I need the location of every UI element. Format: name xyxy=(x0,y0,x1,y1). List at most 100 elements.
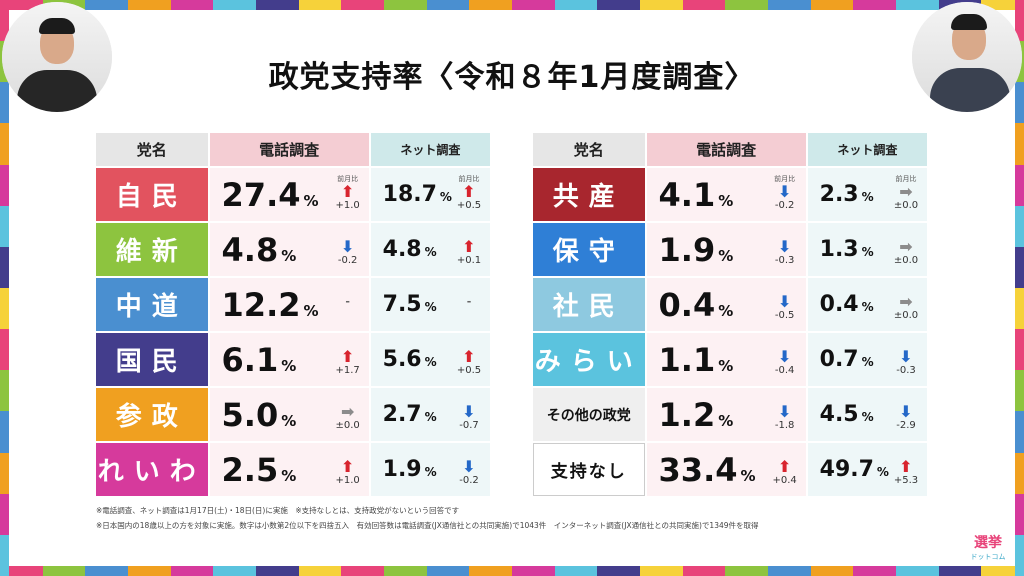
net-value: 4.5% xyxy=(819,402,874,427)
bottom-color-stripe xyxy=(0,566,1024,576)
change-arrow-icon: ⬆ xyxy=(462,347,476,366)
phone-value: 1.9% xyxy=(658,231,734,269)
change-arrow-icon: ⬆ xyxy=(777,457,792,476)
party-row: れいわ 2.5% ⬆ +1.0 1.9% ⬇ -0.2 xyxy=(96,443,490,496)
phone-change: ⬆ +1.0 xyxy=(333,449,363,486)
phone-change: ‐ xyxy=(333,284,363,310)
channel-logo: 選挙 ドットコム xyxy=(968,532,1008,562)
net-value: 7.5% xyxy=(382,292,437,317)
phone-cell: 6.1% ⬆ +1.7 xyxy=(209,333,369,386)
phone-change: ⬆ +0.4 xyxy=(770,449,800,486)
phone-change: ➡ ±0.0 xyxy=(333,394,363,431)
change-arrow-icon: ➡ xyxy=(899,237,913,256)
party-name: みらい xyxy=(533,333,645,386)
footnote-2: ※日本国内の18歳以上の方を対象に実施。数字は小数第2位以下を四捨五入 有効回答… xyxy=(96,521,759,530)
net-cell: 18.7% 前月比 ⬆ +0.5 xyxy=(370,168,490,221)
change-arrow-icon: ‐ xyxy=(466,295,472,308)
phone-cell: 27.4% 前月比 ⬆ +1.0 xyxy=(209,168,369,221)
net-value: 2.3% xyxy=(819,182,874,207)
change-label: 前月比 xyxy=(337,175,359,183)
phone-cell: 33.4% ⬆ +0.4 xyxy=(646,443,806,496)
top-color-stripe xyxy=(0,0,1024,10)
net-cell: 4.5% ⬇ -2.9 xyxy=(807,388,927,441)
change-label: 前月比 xyxy=(458,175,480,183)
party-name: その他の政党 xyxy=(533,388,645,441)
net-change: ⬇ -0.3 xyxy=(891,339,921,376)
net-value: 18.7% xyxy=(382,182,452,207)
party-row: 中道 12.2% ‐ 7.5% ‐ xyxy=(96,278,490,331)
party-row: 社民 0.4% ⬇ -0.5 0.4% ➡ ±0.0 xyxy=(533,278,927,331)
net-cell: 5.6% ⬆ +0.5 xyxy=(370,333,490,386)
net-change: ⬆ +0.1 xyxy=(454,229,484,266)
phone-cell: 12.2% ‐ xyxy=(209,278,369,331)
phone-value: 4.1% xyxy=(658,176,734,214)
phone-cell: 5.0% ➡ ±0.0 xyxy=(209,388,369,441)
net-change: ⬆ +5.3 xyxy=(891,449,921,486)
phone-cell: 4.1% 前月比 ⬇ -0.2 xyxy=(646,168,806,221)
net-value: 1.9% xyxy=(382,457,437,482)
net-value: 1.3% xyxy=(819,237,874,262)
presenter-left-video xyxy=(2,2,112,112)
header-party: 党名 xyxy=(533,133,645,166)
party-name: 参政 xyxy=(96,388,208,441)
party-name: 社民 xyxy=(533,278,645,331)
phone-value: 33.4% xyxy=(658,451,756,489)
party-name: 自民 xyxy=(96,168,208,221)
net-change: 前月比 ➡ ±0.0 xyxy=(891,174,921,211)
net-cell: 0.4% ➡ ±0.0 xyxy=(807,278,927,331)
change-label: 前月比 xyxy=(895,175,917,183)
party-row: 維新 4.8% ⬇ -0.2 4.8% ⬆ +0.1 xyxy=(96,223,490,276)
net-cell: 1.9% ⬇ -0.2 xyxy=(370,443,490,496)
change-arrow-icon: ⬇ xyxy=(462,457,476,476)
net-change: ‐ xyxy=(454,284,484,310)
net-cell: 2.7% ⬇ -0.7 xyxy=(370,388,490,441)
net-value: 4.8% xyxy=(382,237,437,262)
logo-line-2: ドットコム xyxy=(970,553,1006,561)
phone-cell: 4.8% ⬇ -0.2 xyxy=(209,223,369,276)
net-change: ⬇ -0.2 xyxy=(454,449,484,486)
net-change: ⬆ +0.5 xyxy=(454,339,484,376)
net-value: 5.6% xyxy=(382,347,437,372)
net-change: ➡ ±0.0 xyxy=(891,284,921,321)
net-cell: 49.7% ⬆ +5.3 xyxy=(807,443,927,496)
header-net: ネット調査 xyxy=(807,133,927,166)
net-value: 2.7% xyxy=(382,402,437,427)
change-arrow-icon: ⬆ xyxy=(462,182,476,201)
phone-cell: 1.9% ⬇ -0.3 xyxy=(646,223,806,276)
party-name: 支持なし xyxy=(533,443,645,496)
phone-value: 5.0% xyxy=(221,396,297,434)
logo-line-1: 選挙 xyxy=(974,535,1002,551)
phone-change: ⬇ -0.3 xyxy=(770,229,800,266)
change-arrow-icon: ⬆ xyxy=(899,457,913,476)
change-arrow-icon: ⬇ xyxy=(462,402,476,421)
change-label: 前月比 xyxy=(774,175,796,183)
net-cell: 7.5% ‐ xyxy=(370,278,490,331)
party-row: その他の政党 1.2% ⬇ -1.8 4.5% ⬇ -2.9 xyxy=(533,388,927,441)
net-value: 49.7% xyxy=(819,457,889,482)
party-name: 共産 xyxy=(533,168,645,221)
party-row: 参政 5.0% ➡ ±0.0 2.7% ⬇ -0.7 xyxy=(96,388,490,441)
change-arrow-icon: ⬇ xyxy=(340,237,355,256)
change-arrow-icon: ⬆ xyxy=(462,237,476,256)
net-change: ⬇ -0.7 xyxy=(454,394,484,431)
net-cell: 1.3% ➡ ±0.0 xyxy=(807,223,927,276)
change-arrow-icon: ⬇ xyxy=(777,292,792,311)
party-row: みらい 1.1% ⬇ -0.4 0.7% ⬇ -0.3 xyxy=(533,333,927,386)
party-row: 自民 27.4% 前月比 ⬆ +1.0 18.7% 前月比 ⬆ +0.5 xyxy=(96,168,490,221)
change-arrow-icon: ⬇ xyxy=(777,347,792,366)
phone-change: ⬆ +1.7 xyxy=(333,339,363,376)
phone-cell: 2.5% ⬆ +1.0 xyxy=(209,443,369,496)
phone-value: 12.2% xyxy=(221,286,319,324)
change-arrow-icon: ➡ xyxy=(899,182,913,201)
presenter-right-video xyxy=(912,2,1022,112)
change-arrow-icon: ⬆ xyxy=(340,347,355,366)
phone-value: 27.4% xyxy=(221,176,319,214)
phone-value: 2.5% xyxy=(221,451,297,489)
phone-change: ⬇ -0.5 xyxy=(770,284,800,321)
phone-change: ⬇ -1.8 xyxy=(770,394,800,431)
change-arrow-icon: ⬆ xyxy=(340,457,355,476)
change-label xyxy=(333,284,363,293)
phone-cell: 1.1% ⬇ -0.4 xyxy=(646,333,806,386)
phone-value: 1.1% xyxy=(658,341,734,379)
phone-value: 4.8% xyxy=(221,231,297,269)
